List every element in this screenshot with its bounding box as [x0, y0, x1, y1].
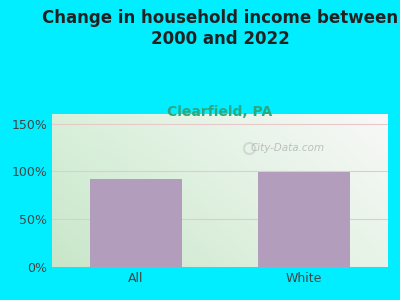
- Text: Clearfield, PA: Clearfield, PA: [167, 105, 273, 119]
- Text: Change in household income between
2000 and 2022: Change in household income between 2000 …: [42, 9, 398, 48]
- Text: City-Data.com: City-Data.com: [250, 143, 324, 153]
- Bar: [258, 172, 350, 267]
- Bar: [90, 179, 182, 267]
